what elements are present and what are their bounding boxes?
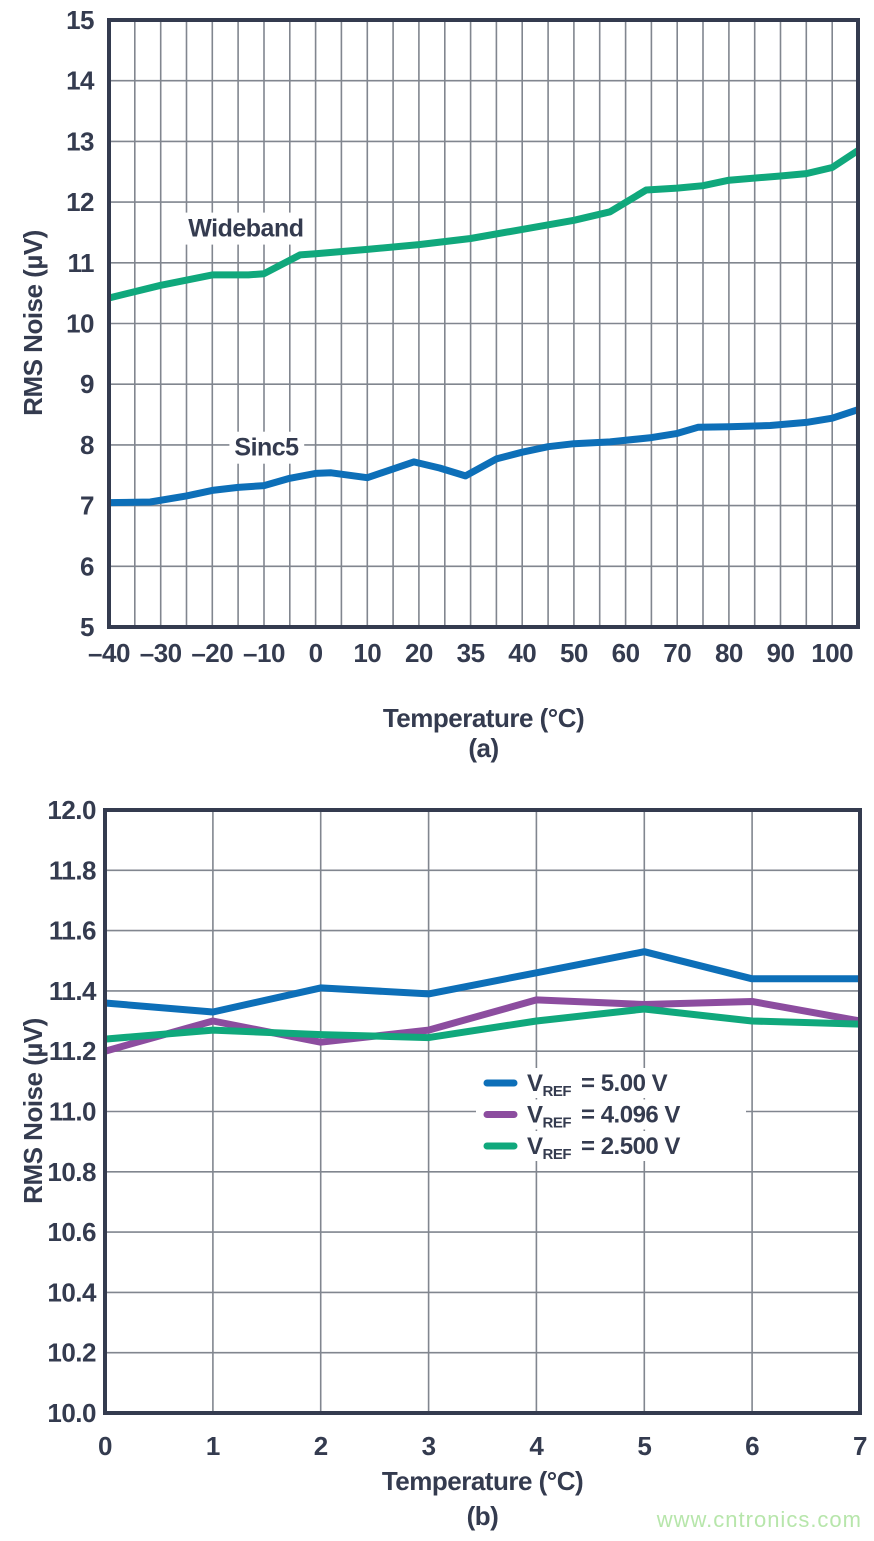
legend-item: VREF = 5.00 V (476, 1068, 746, 1100)
x-tick-label: 5 (637, 1431, 651, 1461)
x-tick-label: –30 (140, 638, 182, 668)
y-tick-label: 10.2 (47, 1338, 96, 1368)
x-tick-label: 70 (663, 638, 691, 668)
x-tick-label: 2 (314, 1431, 328, 1461)
legend-label: VREF = 2.500 V (527, 1133, 680, 1163)
y-tick-label: 9 (80, 369, 94, 399)
gridlines (109, 20, 858, 627)
chart-b-rms-noise-vs-temperature-vref: 0 1 2 3 4 5 6 7 10.0 10.2 10.4 10.6 10.8 11.0 11.2 11.4… (18, 795, 868, 1531)
x-tick-label: 1 (206, 1431, 220, 1461)
y-tick-label: 11.4 (49, 976, 97, 1006)
y-tick-labels: 10.0 10.2 10.4 10.6 10.8 11.0 11.2 11.4 11.6 11.8… (47, 795, 97, 1428)
x-tick-label: 80 (715, 638, 743, 668)
x-tick-labels: 0 1 2 3 4 5 6 7 (98, 1431, 868, 1461)
series-line-sinc5 (108, 406, 860, 507)
x-tick-label: 3 (422, 1431, 436, 1461)
y-tick-label: 10.0 (47, 1398, 96, 1428)
annotation-bg (183, 212, 309, 245)
annotation-label: Wideband (188, 215, 303, 243)
x-tick-label: –40 (88, 638, 130, 668)
legend-label: VREF = 4.096 V (527, 1102, 680, 1132)
legend-label: VREF = 5.00 V (527, 1070, 668, 1100)
chart-a-rms-noise-vs-temperature: –40 –30 –20 –10 0 10 20 35 40 50 60 70 80 90 100 5 6 7 8 9 1… (18, 5, 860, 763)
x-tick-label: 0 (98, 1431, 112, 1461)
x-tick-label: 40 (508, 638, 536, 668)
y-tick-label: 10.4 (47, 1277, 97, 1307)
x-tick-label: 50 (560, 638, 588, 668)
watermark-text: www.cntronics.com (656, 1507, 862, 1532)
legend-item-bg (476, 1099, 746, 1130)
series-line-vref-2-500-v (104, 1005, 861, 1043)
plot-border (103, 808, 862, 1415)
plot-border (107, 18, 860, 629)
x-tick-label: 60 (612, 638, 640, 668)
chart-caption: (b) (467, 1501, 499, 1531)
y-tick-label: 11.6 (49, 916, 96, 946)
y-tick-label: 8 (80, 430, 94, 460)
y-tick-label: 7 (80, 491, 94, 521)
annotation-bg (229, 431, 305, 464)
chart-caption: (a) (468, 733, 498, 763)
y-tick-labels: 5 6 7 8 9 10 11 12 13 14 15 (66, 5, 95, 642)
x-tick-label: 100 (811, 638, 853, 668)
y-axis-title: RMS Noise (µV) (18, 1018, 48, 1204)
y-tick-label: 11.8 (49, 855, 96, 885)
y-tick-label: 6 (80, 551, 94, 581)
series-line-vref-4-096-v (104, 996, 861, 1055)
y-axis-title: RMS Noise (µV) (18, 230, 48, 416)
series-line-wideband (108, 147, 860, 302)
x-axis-title: Temperature (°C) (382, 1466, 583, 1496)
series-annotation: Sinc5 (229, 431, 305, 464)
y-tick-label: 10.8 (47, 1157, 96, 1187)
legend-item-bg (476, 1068, 746, 1098)
y-tick-label: 12 (66, 187, 94, 217)
x-tick-label: 10 (353, 638, 381, 668)
legend-item: VREF = 4.096 V (476, 1099, 746, 1132)
y-tick-label: 5 (80, 612, 94, 642)
legend-item-bg (476, 1131, 746, 1161)
y-tick-label: 13 (66, 126, 94, 156)
y-tick-label: 11.2 (49, 1036, 96, 1066)
x-tick-label: 4 (529, 1431, 544, 1461)
x-tick-label: 6 (745, 1431, 759, 1461)
y-tick-label: 11 (68, 248, 95, 278)
y-tick-label: 14 (66, 66, 95, 96)
y-tick-label: 11.0 (49, 1097, 96, 1127)
series-line-vref-5-00-v (104, 948, 860, 1016)
x-axis-title: Temperature (°C) (383, 703, 584, 733)
x-tick-label: 90 (767, 638, 795, 668)
x-tick-label: 7 (853, 1431, 867, 1461)
x-tick-label: –20 (191, 638, 233, 668)
y-tick-label: 12.0 (47, 795, 96, 825)
x-tick-label: 35 (457, 638, 485, 668)
plot-area: 0 1 2 3 4 5 6 7 10.0 10.2 10.4 10.6 10.8 11.0 11.2 11.4… (18, 795, 868, 1531)
x-tick-label: 0 (309, 638, 323, 668)
series-annotation: Wideband (183, 212, 309, 245)
plot-area: –40 –30 –20 –10 0 10 20 35 40 50 60 70 80 90 100 5 6 7 8 9 1… (18, 5, 860, 763)
annotation-label: Sinc5 (234, 434, 299, 462)
y-tick-label: 15 (66, 5, 94, 35)
y-tick-label: 10.6 (47, 1217, 96, 1247)
legend-item: VREF = 2.500 V (476, 1131, 746, 1163)
x-tick-labels: –40 –30 –20 –10 0 10 20 35 40 50 60 70 80 90 100 (88, 638, 854, 668)
x-tick-label: 20 (405, 638, 433, 668)
y-tick-label: 10 (66, 309, 94, 339)
x-tick-label: –10 (243, 638, 285, 668)
